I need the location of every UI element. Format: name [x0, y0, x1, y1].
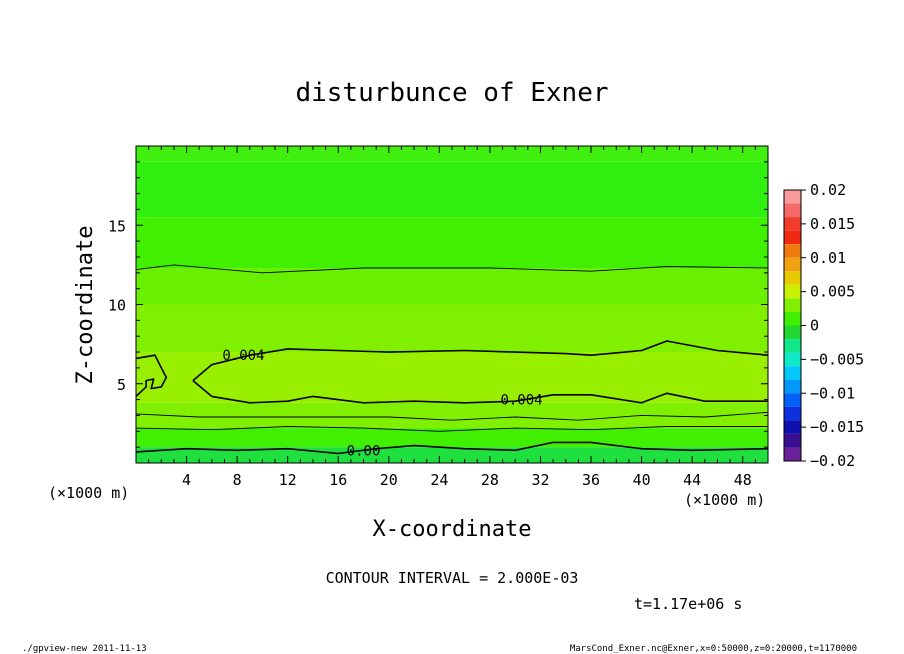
colorbar-tick-label: −0.02 [810, 452, 855, 470]
contour-line [192, 379, 768, 404]
colorbar-swatch [784, 433, 801, 448]
colorbar-swatch [784, 298, 801, 312]
y-tick-label: 15 [108, 217, 126, 235]
x-tick-label: 12 [279, 471, 297, 489]
x-tick-label: 16 [329, 471, 347, 489]
colorbar-swatch [784, 271, 801, 285]
colorbar-tick-label: 0.01 [810, 249, 846, 267]
color-band [136, 402, 768, 429]
colorbar-swatch [784, 203, 801, 218]
contour-line [192, 340, 769, 382]
color-band [136, 428, 768, 448]
x-tick-label: 24 [430, 471, 448, 489]
contour-label: 0.004 [222, 348, 264, 364]
footer-left-note: ./gpview-new 2011-11-13 [22, 644, 147, 654]
x-tick-label: 4 [182, 471, 191, 489]
color-band [136, 268, 768, 305]
colorbar-tick-label: −0.015 [810, 418, 864, 436]
contour-line [135, 411, 769, 421]
colorbar-swatch [784, 420, 801, 434]
x-tick-label: 20 [380, 471, 398, 489]
time-note: t=1.17e+06 s [634, 595, 742, 613]
x-tick-label: 36 [582, 471, 600, 489]
colorbar-tick-label: 0.02 [810, 181, 846, 199]
x-unit-label: (×1000 m) [684, 491, 765, 509]
x-tick-label: 40 [633, 471, 651, 489]
colorbar-swatch [784, 352, 801, 367]
x-tick-label: 44 [683, 471, 701, 489]
contour-line [135, 441, 769, 455]
color-band [136, 217, 768, 269]
colorbar-tick-label: 0.015 [810, 215, 855, 233]
x-tick-label: 32 [531, 471, 549, 489]
x-tick-label: 28 [481, 471, 499, 489]
colorbar-swatch [784, 379, 801, 394]
contour-label: 0.00 [347, 443, 381, 459]
colorbar-swatch [784, 447, 801, 461]
colorbar-swatch [784, 339, 801, 353]
contour-line [135, 354, 168, 397]
colorbar-swatch [784, 217, 801, 231]
chart-title: disturbunce of Exner [295, 78, 608, 108]
footer-right-note: MarsCond_Exner.nc@Exner,x=0:50000,z=0:20… [570, 644, 857, 654]
colorbar-swatch [784, 230, 801, 245]
colorbar-swatch [784, 190, 801, 204]
colorbar-swatch [784, 325, 801, 340]
colorbar-tick-label: 0.005 [810, 283, 855, 301]
x-tick-label: 48 [734, 471, 752, 489]
contour-line [135, 264, 769, 274]
contour-line [135, 426, 768, 432]
y-axis-label: Z-coordinate [73, 226, 98, 385]
x-axis-label: X-coordinate [373, 517, 532, 542]
color-band [136, 447, 768, 463]
y-tick-label: 5 [117, 376, 126, 394]
color-band [136, 161, 768, 218]
colorbar-tick-label: 0 [810, 317, 819, 335]
color-band [136, 304, 768, 353]
colorbar-tick-label: −0.01 [810, 384, 855, 402]
x-tick-label: 8 [233, 471, 242, 489]
colorbar-swatch [784, 311, 801, 326]
color-band [136, 146, 768, 162]
colorbar: 0.02 0.015 0.01 0.005 0 −0.005 −0.01 −0.015 −0.0… [783, 181, 864, 470]
colorbar-tick-label: −0.005 [810, 350, 864, 368]
colorbar-swatch [784, 393, 801, 407]
colorbar-swatch [784, 257, 801, 272]
contour-label: 0.004 [500, 393, 542, 409]
colorbar-swatch [784, 366, 801, 380]
colorbar-swatch [784, 406, 801, 421]
y-tick-label: 10 [108, 297, 126, 315]
contour-interval-note: CONTOUR INTERVAL = 2.000E-03 [326, 569, 579, 587]
z-unit-label: (×1000 m) [48, 484, 129, 502]
colorbar-swatch [784, 244, 801, 258]
colorbar-swatch [784, 284, 801, 299]
